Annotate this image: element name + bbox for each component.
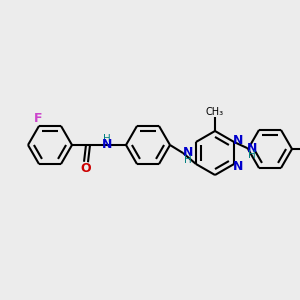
Text: H: H (184, 155, 192, 165)
Text: N: N (233, 160, 243, 172)
Text: N: N (183, 146, 193, 160)
Text: H: H (248, 150, 256, 160)
Text: O: O (81, 161, 91, 175)
Text: N: N (233, 134, 243, 146)
Text: N: N (247, 142, 257, 154)
Text: F: F (34, 112, 42, 125)
Text: CH₃: CH₃ (206, 107, 224, 117)
Text: N: N (102, 139, 112, 152)
Text: H: H (103, 134, 111, 144)
